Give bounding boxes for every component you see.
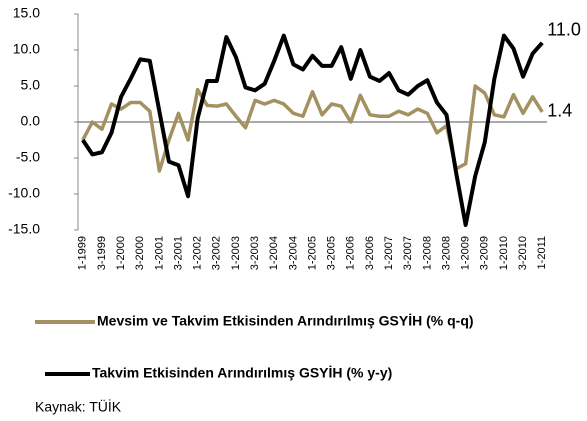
x-tick-label: 3-2005 [326,236,338,270]
x-tick-label: 1-2011 [536,236,548,269]
source: Kaynak: TÜİK [35,398,122,415]
x-tick-label: 3-2000 [134,236,146,270]
x-tick-label: 3-2008 [440,236,452,270]
x-tick-label: 3-2006 [364,236,376,270]
series-line [81,33,544,227]
y-tick-label: 5.0 [21,77,41,93]
x-tick-label: 1-2007 [383,236,395,270]
x-tick-label: 1-2000 [115,236,127,270]
x-tick-label: 3-1999 [96,236,108,270]
x-tick-label: 3-2001 [172,236,184,270]
x-tick-label: 1-2008 [421,236,433,270]
x-tick-label: 3-2003 [249,236,261,270]
x-tick-label: 1-2001 [153,236,165,270]
value-label: 11.0 [547,20,581,40]
x-tick-label: 3-2010 [517,236,529,270]
x-tick-label: 1-2003 [230,236,242,270]
x-tick-label: 1-2010 [498,236,510,270]
value-label: 1.4 [547,101,572,121]
x-tick-label: 1-2005 [306,236,318,270]
x-tick-label: 3-2002 [211,236,223,270]
y-tick-label: -15.0 [8,221,40,237]
x-tick-label: 1-2006 [345,236,357,270]
y-tick-label: -10.0 [8,185,40,201]
x-tick-label: 3-2009 [479,236,491,270]
y-tick-label: 10.0 [13,41,40,57]
x-tick-label: 1-2009 [460,236,472,270]
legend-label: Takvim Etkisinden Arındırılmış GSYİH (% … [92,365,392,381]
x-tick-label: 1-1999 [77,236,89,270]
x-tick-label: 3-2007 [402,236,414,270]
x-tick-label: 1-2002 [192,236,204,270]
x-tick-label: 3-2004 [287,236,299,270]
y-tick-label: -5.0 [16,149,40,165]
x-tick-label: 1-2004 [268,236,280,270]
series-line [81,84,544,173]
y-tick-label: 15.0 [13,5,40,21]
y-tick-label: 0.0 [21,113,41,129]
legend-label: Mevsim ve Takvim Etkisinden Arındırılmış… [97,313,474,329]
